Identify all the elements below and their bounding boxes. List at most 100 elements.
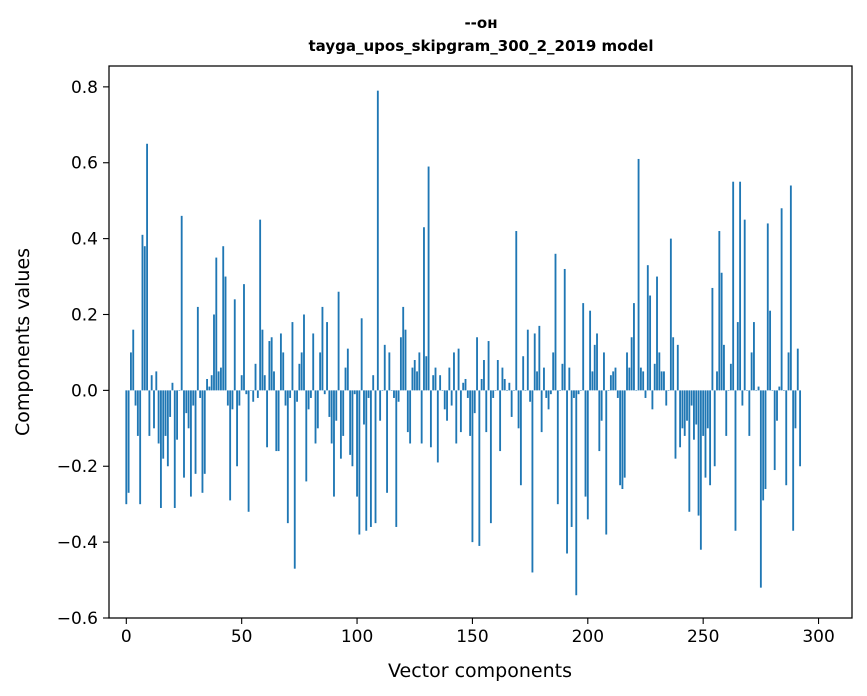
bar: [421, 390, 423, 443]
bar: [204, 390, 206, 473]
bar: [190, 390, 192, 496]
bar: [178, 390, 180, 391]
bar: [615, 368, 617, 391]
bar: [691, 390, 693, 405]
bar: [497, 360, 499, 390]
bar: [522, 356, 524, 390]
bar: [305, 390, 307, 481]
bar: [356, 390, 358, 496]
bar: [661, 371, 663, 390]
bar: [656, 277, 658, 391]
x-tick-label: 100: [341, 627, 373, 647]
bar: [668, 390, 670, 391]
bar: [594, 345, 596, 391]
bar: [315, 390, 317, 443]
bar: [559, 390, 561, 391]
bar: [414, 360, 416, 390]
bar: [455, 390, 457, 443]
bar: [536, 371, 538, 390]
bar: [774, 390, 776, 470]
bar: [162, 390, 164, 458]
bar: [151, 375, 153, 390]
bar: [495, 390, 497, 391]
bar: [568, 368, 570, 391]
bar: [331, 390, 333, 443]
y-tick-label: 0.6: [71, 154, 98, 174]
bar: [225, 277, 227, 391]
bar: [721, 273, 723, 391]
bar: [679, 390, 681, 447]
bar: [753, 322, 755, 390]
bar: [765, 390, 767, 489]
bar: [462, 383, 464, 391]
bar: [492, 390, 494, 398]
bar: [573, 390, 575, 398]
bar: [328, 390, 330, 417]
bar: [638, 159, 640, 390]
bar: [234, 299, 236, 390]
bar: [368, 390, 370, 398]
bar: [446, 390, 448, 420]
bar: [739, 182, 741, 391]
bar: [677, 345, 679, 391]
bar: [335, 390, 337, 420]
x-tick-label: 200: [572, 627, 604, 647]
bar: [665, 390, 667, 405]
bar: [206, 379, 208, 390]
bar: [631, 337, 633, 390]
bar: [232, 390, 234, 409]
bar: [255, 364, 257, 391]
bar: [347, 349, 349, 391]
bar: [324, 390, 326, 394]
bar: [437, 390, 439, 462]
bar: [658, 352, 660, 390]
bar: [675, 390, 677, 458]
bar: [285, 390, 287, 405]
bar: [792, 390, 794, 530]
bar: [243, 284, 245, 390]
bar: [158, 390, 160, 443]
bar: [301, 352, 303, 390]
bar: [236, 390, 238, 466]
bar: [504, 379, 506, 390]
bar: [139, 390, 141, 504]
bar: [333, 390, 335, 496]
bar: [137, 390, 139, 436]
bar: [398, 390, 400, 401]
bar: [472, 390, 474, 542]
bar: [642, 371, 644, 390]
bar: [167, 390, 169, 466]
bar: [250, 390, 252, 391]
bar: [612, 371, 614, 390]
bar: [619, 390, 621, 485]
bar: [506, 390, 508, 391]
bar: [585, 390, 587, 496]
bar: [732, 182, 734, 391]
bar: [296, 390, 298, 401]
bar: [215, 258, 217, 391]
bar: [218, 371, 220, 390]
bar: [578, 390, 580, 394]
bar: [508, 383, 510, 391]
bar: [338, 292, 340, 391]
bar: [730, 364, 732, 391]
bar: [728, 390, 730, 391]
bar: [531, 390, 533, 572]
bar: [735, 390, 737, 530]
bar: [262, 330, 264, 391]
bar: [425, 356, 427, 390]
bar: [502, 368, 504, 391]
bar: [797, 349, 799, 391]
bar: [776, 390, 778, 420]
bar: [292, 322, 294, 390]
bar: [379, 390, 381, 420]
bar: [582, 303, 584, 390]
bar: [688, 390, 690, 511]
bar: [709, 390, 711, 485]
bar: [725, 390, 727, 436]
bar: [474, 390, 476, 413]
bar: [393, 390, 395, 398]
bar: [591, 371, 593, 390]
bar: [640, 368, 642, 391]
bar: [213, 314, 215, 390]
